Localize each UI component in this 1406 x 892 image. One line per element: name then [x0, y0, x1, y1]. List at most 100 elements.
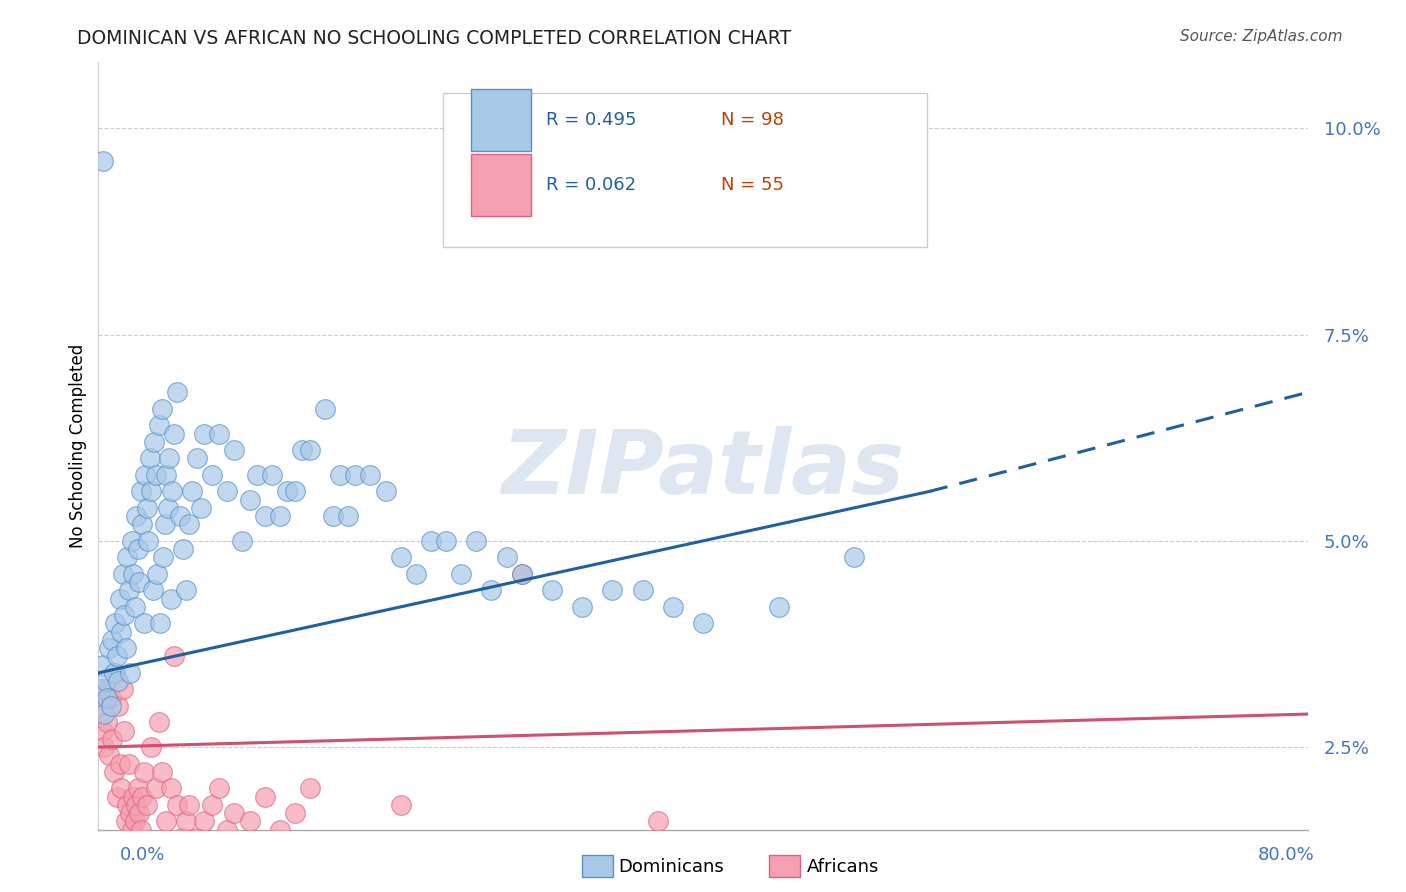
Point — [124, 814, 146, 829]
Text: ZIPatlas: ZIPatlas — [502, 425, 904, 513]
Point — [98, 748, 121, 763]
Point — [190, 500, 212, 515]
Point — [269, 509, 291, 524]
Point — [148, 418, 170, 433]
Point — [172, 542, 194, 557]
Point — [112, 723, 135, 738]
Point — [120, 665, 142, 680]
Point — [142, 583, 165, 598]
Point — [91, 723, 114, 738]
Point — [121, 533, 143, 548]
Point — [131, 517, 153, 532]
Point — [134, 467, 156, 482]
Point — [434, 533, 457, 548]
Point — [166, 797, 188, 812]
Point — [170, 830, 193, 845]
Point — [93, 707, 115, 722]
Point — [132, 616, 155, 631]
Point — [450, 566, 472, 581]
Point — [692, 616, 714, 631]
Point — [150, 401, 173, 416]
Point — [160, 781, 183, 796]
Point — [129, 484, 152, 499]
FancyBboxPatch shape — [443, 93, 927, 246]
Point — [91, 154, 114, 169]
Text: R = 0.062: R = 0.062 — [546, 177, 636, 194]
Point — [174, 814, 197, 829]
Point — [112, 608, 135, 623]
Point — [314, 401, 336, 416]
Point — [510, 566, 533, 581]
Point — [155, 467, 177, 482]
Point — [389, 797, 412, 812]
Point — [360, 467, 382, 482]
Point — [186, 451, 208, 466]
Point — [122, 566, 145, 581]
Point — [120, 806, 142, 821]
Point — [420, 533, 443, 548]
Point — [121, 822, 143, 837]
Point — [131, 789, 153, 804]
Point — [104, 616, 127, 631]
Point — [208, 426, 231, 441]
Point — [253, 789, 276, 804]
Point — [146, 566, 169, 581]
Point — [299, 443, 322, 458]
Point — [96, 715, 118, 730]
Point — [105, 649, 128, 664]
Point — [163, 426, 186, 441]
Point — [179, 517, 201, 532]
Point — [231, 533, 253, 548]
Point — [269, 822, 291, 837]
Point — [136, 533, 159, 548]
Point — [768, 599, 790, 614]
Point — [98, 641, 121, 656]
Point — [129, 822, 152, 837]
Point — [239, 492, 262, 507]
Point — [224, 443, 246, 458]
Point — [93, 740, 115, 755]
Point — [108, 756, 131, 771]
Point — [201, 797, 224, 812]
Point — [160, 591, 183, 606]
Point — [389, 550, 412, 565]
Point — [153, 517, 176, 532]
Text: R = 0.495: R = 0.495 — [546, 111, 637, 129]
Point — [163, 649, 186, 664]
Point — [481, 583, 503, 598]
Point — [150, 764, 173, 779]
Point — [101, 731, 124, 746]
Point — [336, 509, 359, 524]
Point — [114, 641, 136, 656]
Point — [239, 814, 262, 829]
Point — [844, 550, 866, 565]
Point — [571, 599, 593, 614]
Point — [215, 484, 238, 499]
Point — [103, 764, 125, 779]
Point — [118, 583, 141, 598]
Point — [276, 484, 298, 499]
Point — [374, 484, 396, 499]
Point — [510, 566, 533, 581]
FancyBboxPatch shape — [471, 89, 531, 151]
Point — [284, 484, 307, 499]
Point — [94, 682, 117, 697]
Point — [284, 806, 307, 821]
Point — [181, 484, 204, 499]
Point — [114, 814, 136, 829]
Point — [631, 583, 654, 598]
Point — [122, 789, 145, 804]
Point — [110, 624, 132, 639]
Point — [647, 814, 669, 829]
Point — [124, 599, 146, 614]
Point — [155, 814, 177, 829]
Point — [139, 451, 162, 466]
Point — [169, 509, 191, 524]
Point — [105, 789, 128, 804]
Point — [291, 443, 314, 458]
Text: Africans: Africans — [807, 858, 879, 876]
FancyBboxPatch shape — [471, 154, 531, 216]
Point — [127, 542, 149, 557]
Point — [128, 575, 150, 590]
Point — [602, 583, 624, 598]
